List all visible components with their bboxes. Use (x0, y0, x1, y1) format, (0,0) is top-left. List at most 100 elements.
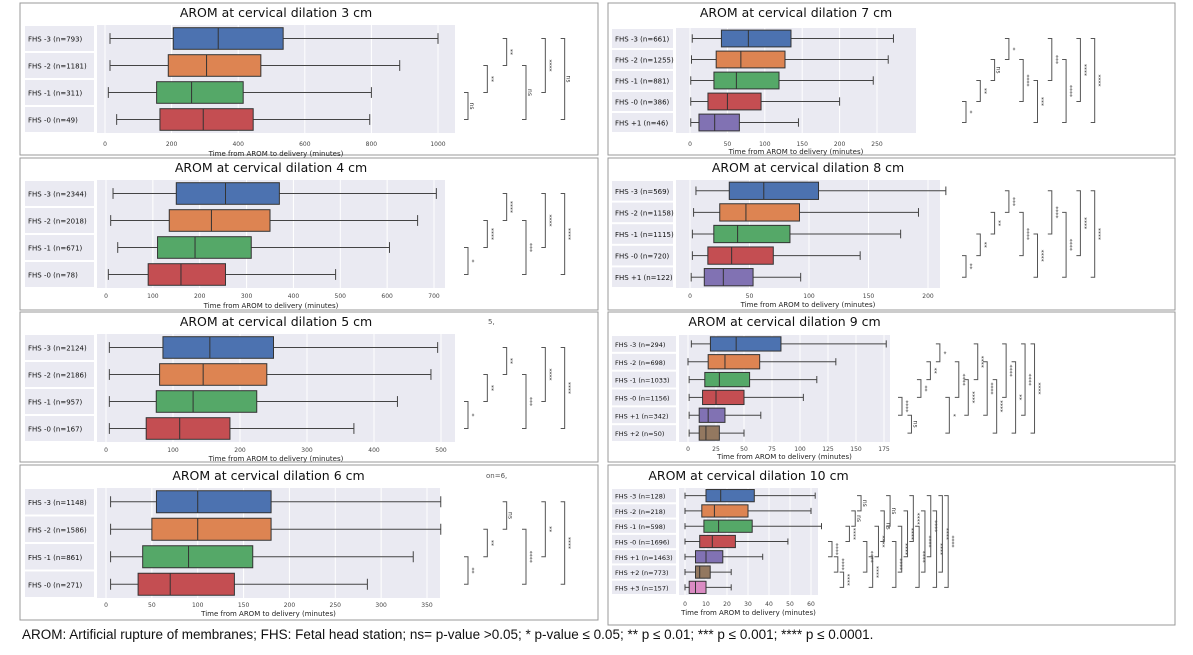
x-tick-label: 0 (104, 602, 108, 609)
significance-bracket (1033, 233, 1038, 278)
box-fhs-0 (145, 417, 231, 440)
row-label-bg (25, 235, 94, 260)
significance-bracket (839, 571, 845, 588)
significance-bracket (983, 361, 988, 416)
stray-mark: 5, (488, 318, 495, 326)
row-label-bg (612, 371, 676, 388)
significance-label: **** (908, 528, 915, 540)
significance-bracket (851, 510, 856, 527)
row-label-bg (612, 202, 673, 223)
significance-label: **** (978, 356, 985, 368)
significance-bracket (502, 501, 508, 530)
significance-label: ** (507, 358, 514, 364)
significance-label: * (949, 414, 956, 417)
significance-label: ** (487, 540, 494, 546)
row-label: FHS -0 (n=1696) (615, 539, 670, 547)
significance-bracket (964, 379, 969, 416)
box-fhs-0 (699, 534, 736, 549)
row-label: FHS -3 (n=294) (615, 341, 665, 349)
significance-bracket (560, 38, 566, 120)
row-label: FHS -3 (n=2344) (28, 191, 87, 199)
significance-label: **** (565, 228, 572, 240)
x-tick-label: 250 (330, 602, 342, 609)
x-tick-label: 100 (759, 141, 771, 148)
significance-bracket (541, 347, 546, 402)
plot-area (679, 335, 890, 442)
row-label: FHS -3 (n=1148) (28, 499, 87, 507)
significance-label: **** (832, 543, 839, 555)
row-label-bg (25, 489, 94, 515)
x-tick-label: 10 (702, 601, 710, 608)
x-tick-label: 200 (284, 602, 296, 609)
box-fhs-2 (159, 363, 268, 386)
significance-label: * (468, 414, 475, 417)
panel-title: AROM at cervical dilation 5 cm (180, 314, 372, 329)
row-label-bg (25, 516, 94, 542)
row-label-bg (612, 71, 673, 90)
significance-bracket (1021, 343, 1026, 416)
significance-bracket (926, 361, 931, 381)
box-fhs-3 (728, 181, 820, 200)
significance-bracket (916, 379, 922, 398)
significance-label: ** (487, 385, 494, 391)
row-label-bg (612, 113, 673, 132)
x-axis-label: Time from AROM to delivery (minutes) (716, 453, 852, 461)
significance-label: * (940, 351, 947, 354)
row-label: FHS -1 (n=881) (615, 78, 670, 86)
significance-label: **** (931, 520, 938, 532)
box-fhs-2 (168, 209, 271, 232)
x-tick-label: 200 (194, 293, 206, 300)
row-label-bg (25, 26, 94, 51)
significance-label: ns (507, 512, 514, 519)
significance-label: **** (844, 574, 851, 586)
x-tick-label: 0 (686, 446, 690, 453)
box-fhs+1 (698, 407, 726, 423)
significance-label: ns (526, 89, 533, 96)
significance-label: **** (997, 400, 1004, 412)
row-label: FHS -2 (n=1158) (615, 209, 674, 217)
significance-label: *** (1009, 197, 1016, 206)
significance-bracket (880, 510, 885, 542)
row-label-bg (25, 53, 94, 78)
box-fhs+3 (688, 580, 707, 594)
row-label: FHS -0 (n=49) (28, 117, 78, 125)
significance-label: ns (565, 76, 572, 83)
box-fhs-1 (156, 81, 244, 104)
box-fhs-1 (713, 71, 780, 90)
significance-bracket (903, 510, 909, 558)
significance-bracket (990, 211, 996, 235)
significance-label: **** (919, 551, 926, 563)
box-fhs-2 (701, 504, 749, 518)
significance-bracket (483, 374, 488, 402)
x-axis-label: Time from AROM to delivery (minutes) (200, 610, 336, 618)
significance-bracket (1047, 190, 1053, 235)
x-tick-label: 0 (688, 293, 692, 300)
x-tick-label: 400 (288, 293, 300, 300)
footnote: AROM: Artificial rupture of membranes; F… (22, 627, 874, 642)
significance-bracket (945, 396, 950, 434)
significance-bracket (522, 65, 527, 120)
row-label: FHS -2 (n=1586) (28, 526, 87, 534)
row-label: FHS -2 (n=2018) (28, 218, 87, 226)
significance-label: **** (1025, 374, 1032, 386)
significance-label: ** (1016, 394, 1023, 400)
significance-bracket (541, 193, 546, 248)
x-tick-label: 30 (744, 601, 752, 608)
significance-bracket (973, 343, 979, 381)
significance-bracket (992, 379, 998, 434)
panel-3cm: AROM at cervical dilation 3 cm 0 200 400 600… (19, 2, 599, 158)
x-tick-label: 20 (723, 601, 731, 608)
significance-label: **** (873, 566, 880, 578)
box-fhs+1 (698, 113, 740, 132)
significance-label: **** (959, 374, 966, 386)
box-fhs-2 (715, 50, 786, 69)
significance-label: **** (948, 536, 955, 548)
significance-label: **** (545, 369, 552, 381)
significance-bracket (845, 525, 850, 542)
x-tick-label: 50 (786, 601, 794, 608)
x-tick-label: 125 (822, 446, 834, 453)
significance-label: ns (861, 500, 868, 507)
box-fhs-3 (720, 29, 792, 48)
significance-bracket (891, 541, 897, 588)
box-fhs-0 (147, 263, 226, 286)
